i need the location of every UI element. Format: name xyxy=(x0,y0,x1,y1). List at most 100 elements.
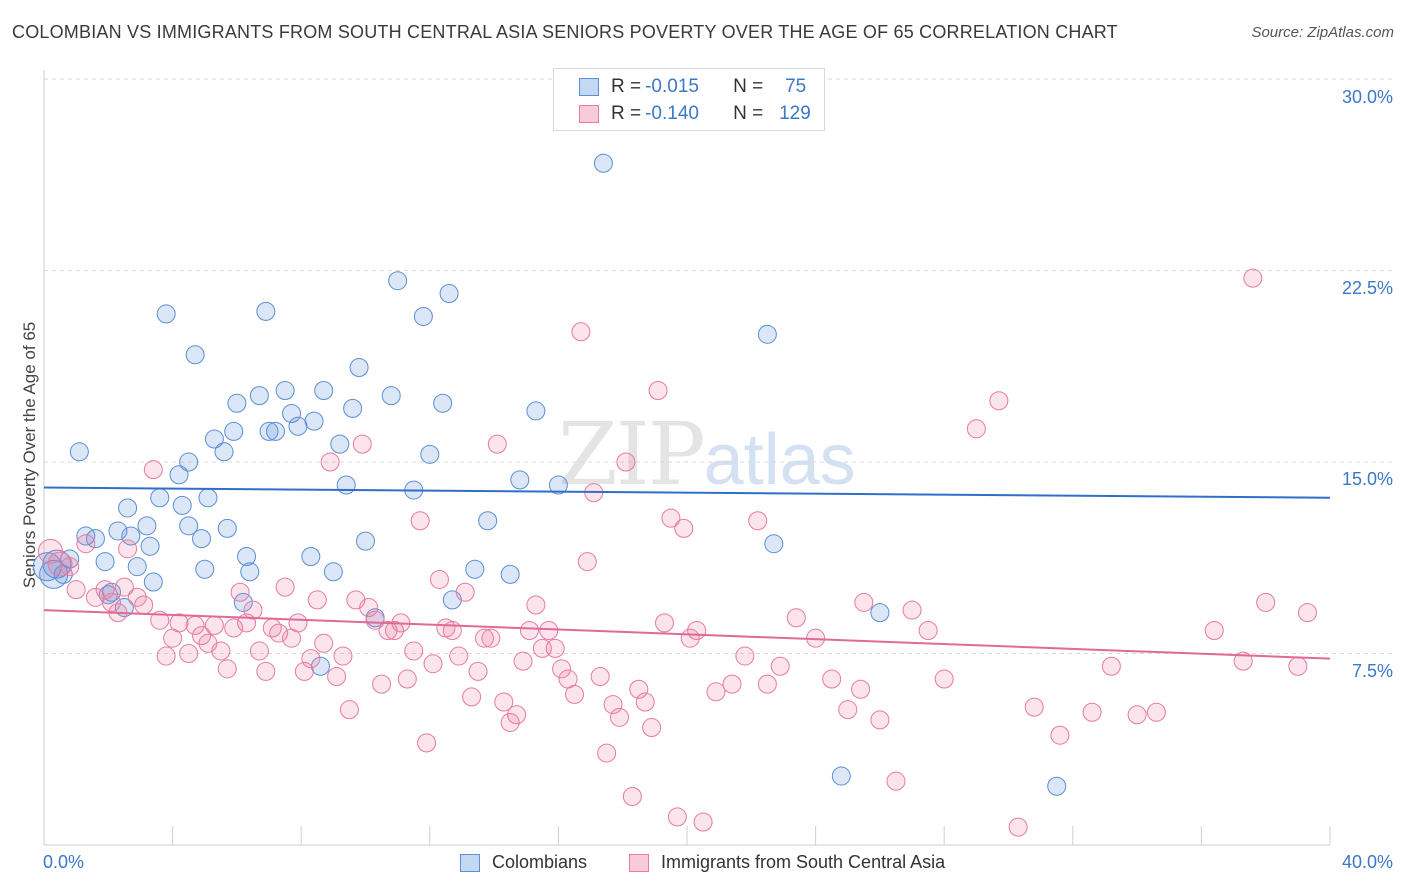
immigrants-point xyxy=(211,641,231,661)
colombians-point xyxy=(85,529,105,549)
immigrants-point xyxy=(76,534,96,554)
immigrants-point xyxy=(722,674,742,694)
immigrants-point xyxy=(150,610,170,630)
immigrants-point xyxy=(487,434,507,454)
immigrants-point xyxy=(622,786,642,806)
immigrants-point xyxy=(770,656,790,676)
colombians-point xyxy=(831,766,851,786)
n-value: 129 xyxy=(779,103,811,124)
immigrants-point xyxy=(192,626,212,646)
colombians-point xyxy=(214,442,234,462)
immigrants-point xyxy=(735,646,755,666)
immigrants-point xyxy=(494,692,514,712)
colombians-point xyxy=(224,421,244,441)
chart-title: COLOMBIAN VS IMMIGRANTS FROM SOUTH CENTR… xyxy=(12,22,1118,42)
immigrants-point xyxy=(693,812,713,832)
immigrants-point xyxy=(449,646,469,666)
legend-row-immigrants: R = -0.140 N = 129 xyxy=(579,102,811,126)
immigrants-point xyxy=(102,592,122,612)
immigrants-point xyxy=(966,419,986,439)
immigrants-point xyxy=(674,518,694,538)
immigrants-point xyxy=(275,577,295,597)
immigrants-point xyxy=(635,692,655,712)
y-tick-label: 7.5% xyxy=(1351,661,1393,681)
immigrants-point xyxy=(552,659,572,679)
colombians-point xyxy=(60,549,80,569)
immigrants-point xyxy=(442,621,462,641)
immigrants-point xyxy=(757,674,777,694)
immigrants-point xyxy=(474,628,494,648)
immigrants-point xyxy=(822,669,842,689)
colombians-point xyxy=(217,518,237,538)
immigrants-point xyxy=(156,646,176,666)
immigrants-point xyxy=(934,669,954,689)
legend-item-immigrants[interactable]: Immigrants from South Central Asia xyxy=(629,852,945,873)
colombians-point xyxy=(288,416,308,436)
immigrants-point xyxy=(1204,621,1224,641)
immigrants-point xyxy=(1256,592,1276,612)
immigrants-point xyxy=(169,613,189,633)
n-value: 75 xyxy=(785,76,807,97)
immigrants-point xyxy=(1008,817,1028,837)
colombians-point xyxy=(240,562,260,582)
x-tick-label: 40.0% xyxy=(1341,852,1393,872)
immigrants-point xyxy=(519,621,539,641)
immigrants-point xyxy=(294,661,314,681)
immigrants-legend-swatch xyxy=(629,853,649,872)
immigrants-point xyxy=(455,582,475,602)
immigrants-point xyxy=(661,508,681,528)
colombians-point xyxy=(870,603,890,623)
immigrants-point xyxy=(500,712,520,732)
colombians-point xyxy=(275,381,295,401)
immigrants-point xyxy=(217,659,237,679)
colombians-point xyxy=(179,452,199,472)
series-legend: Colombians Immigrants from South Central… xyxy=(0,852,1406,878)
colombians-point xyxy=(127,557,147,577)
immigrants-point xyxy=(269,623,289,643)
colombians-point xyxy=(349,358,369,378)
immigrants-point xyxy=(372,674,392,694)
colombians-point xyxy=(156,304,176,324)
immigrants-point xyxy=(706,682,726,702)
colombians-point xyxy=(150,488,170,508)
immigrants-point xyxy=(66,580,86,600)
immigrants-point xyxy=(918,621,938,641)
colombians-point xyxy=(593,153,613,173)
immigrants-swatch xyxy=(579,105,599,123)
colombians-point xyxy=(336,475,356,495)
y-tick-label: 22.5% xyxy=(1341,278,1393,298)
immigrants-point xyxy=(648,381,668,401)
legend-item-colombians[interactable]: Colombians xyxy=(460,852,587,873)
immigrants-point xyxy=(134,595,154,615)
colombians-point xyxy=(227,393,247,413)
immigrants-point xyxy=(609,707,629,727)
immigrants-point xyxy=(1146,702,1166,722)
immigrants-point xyxy=(481,628,501,648)
immigrants-point xyxy=(37,538,63,564)
colombians-point xyxy=(330,434,350,454)
colombians-point xyxy=(140,536,160,556)
n-label: N = xyxy=(733,103,764,124)
colombians-point xyxy=(548,475,568,495)
legend-row-colombians: R = -0.015 N = 75 xyxy=(579,75,806,99)
colombians-point xyxy=(510,470,530,490)
immigrants-point xyxy=(507,705,527,725)
colombians-legend-swatch xyxy=(460,853,480,872)
colombians-point xyxy=(118,498,138,518)
colombians-point xyxy=(69,442,89,462)
immigrants-point xyxy=(204,615,224,635)
colombians-point xyxy=(439,283,459,303)
immigrants-point xyxy=(590,666,610,686)
n-label: N = xyxy=(733,76,764,97)
immigrants-point xyxy=(410,511,430,531)
colombians-point xyxy=(465,559,485,579)
immigrants-point xyxy=(1101,656,1121,676)
immigrants-point xyxy=(902,600,922,620)
immigrants-point xyxy=(1127,705,1147,725)
colombians-point xyxy=(95,552,115,572)
immigrants-point xyxy=(1297,603,1317,623)
colombians-point xyxy=(314,381,334,401)
immigrants-point xyxy=(851,679,871,699)
immigrants-point xyxy=(429,569,449,589)
